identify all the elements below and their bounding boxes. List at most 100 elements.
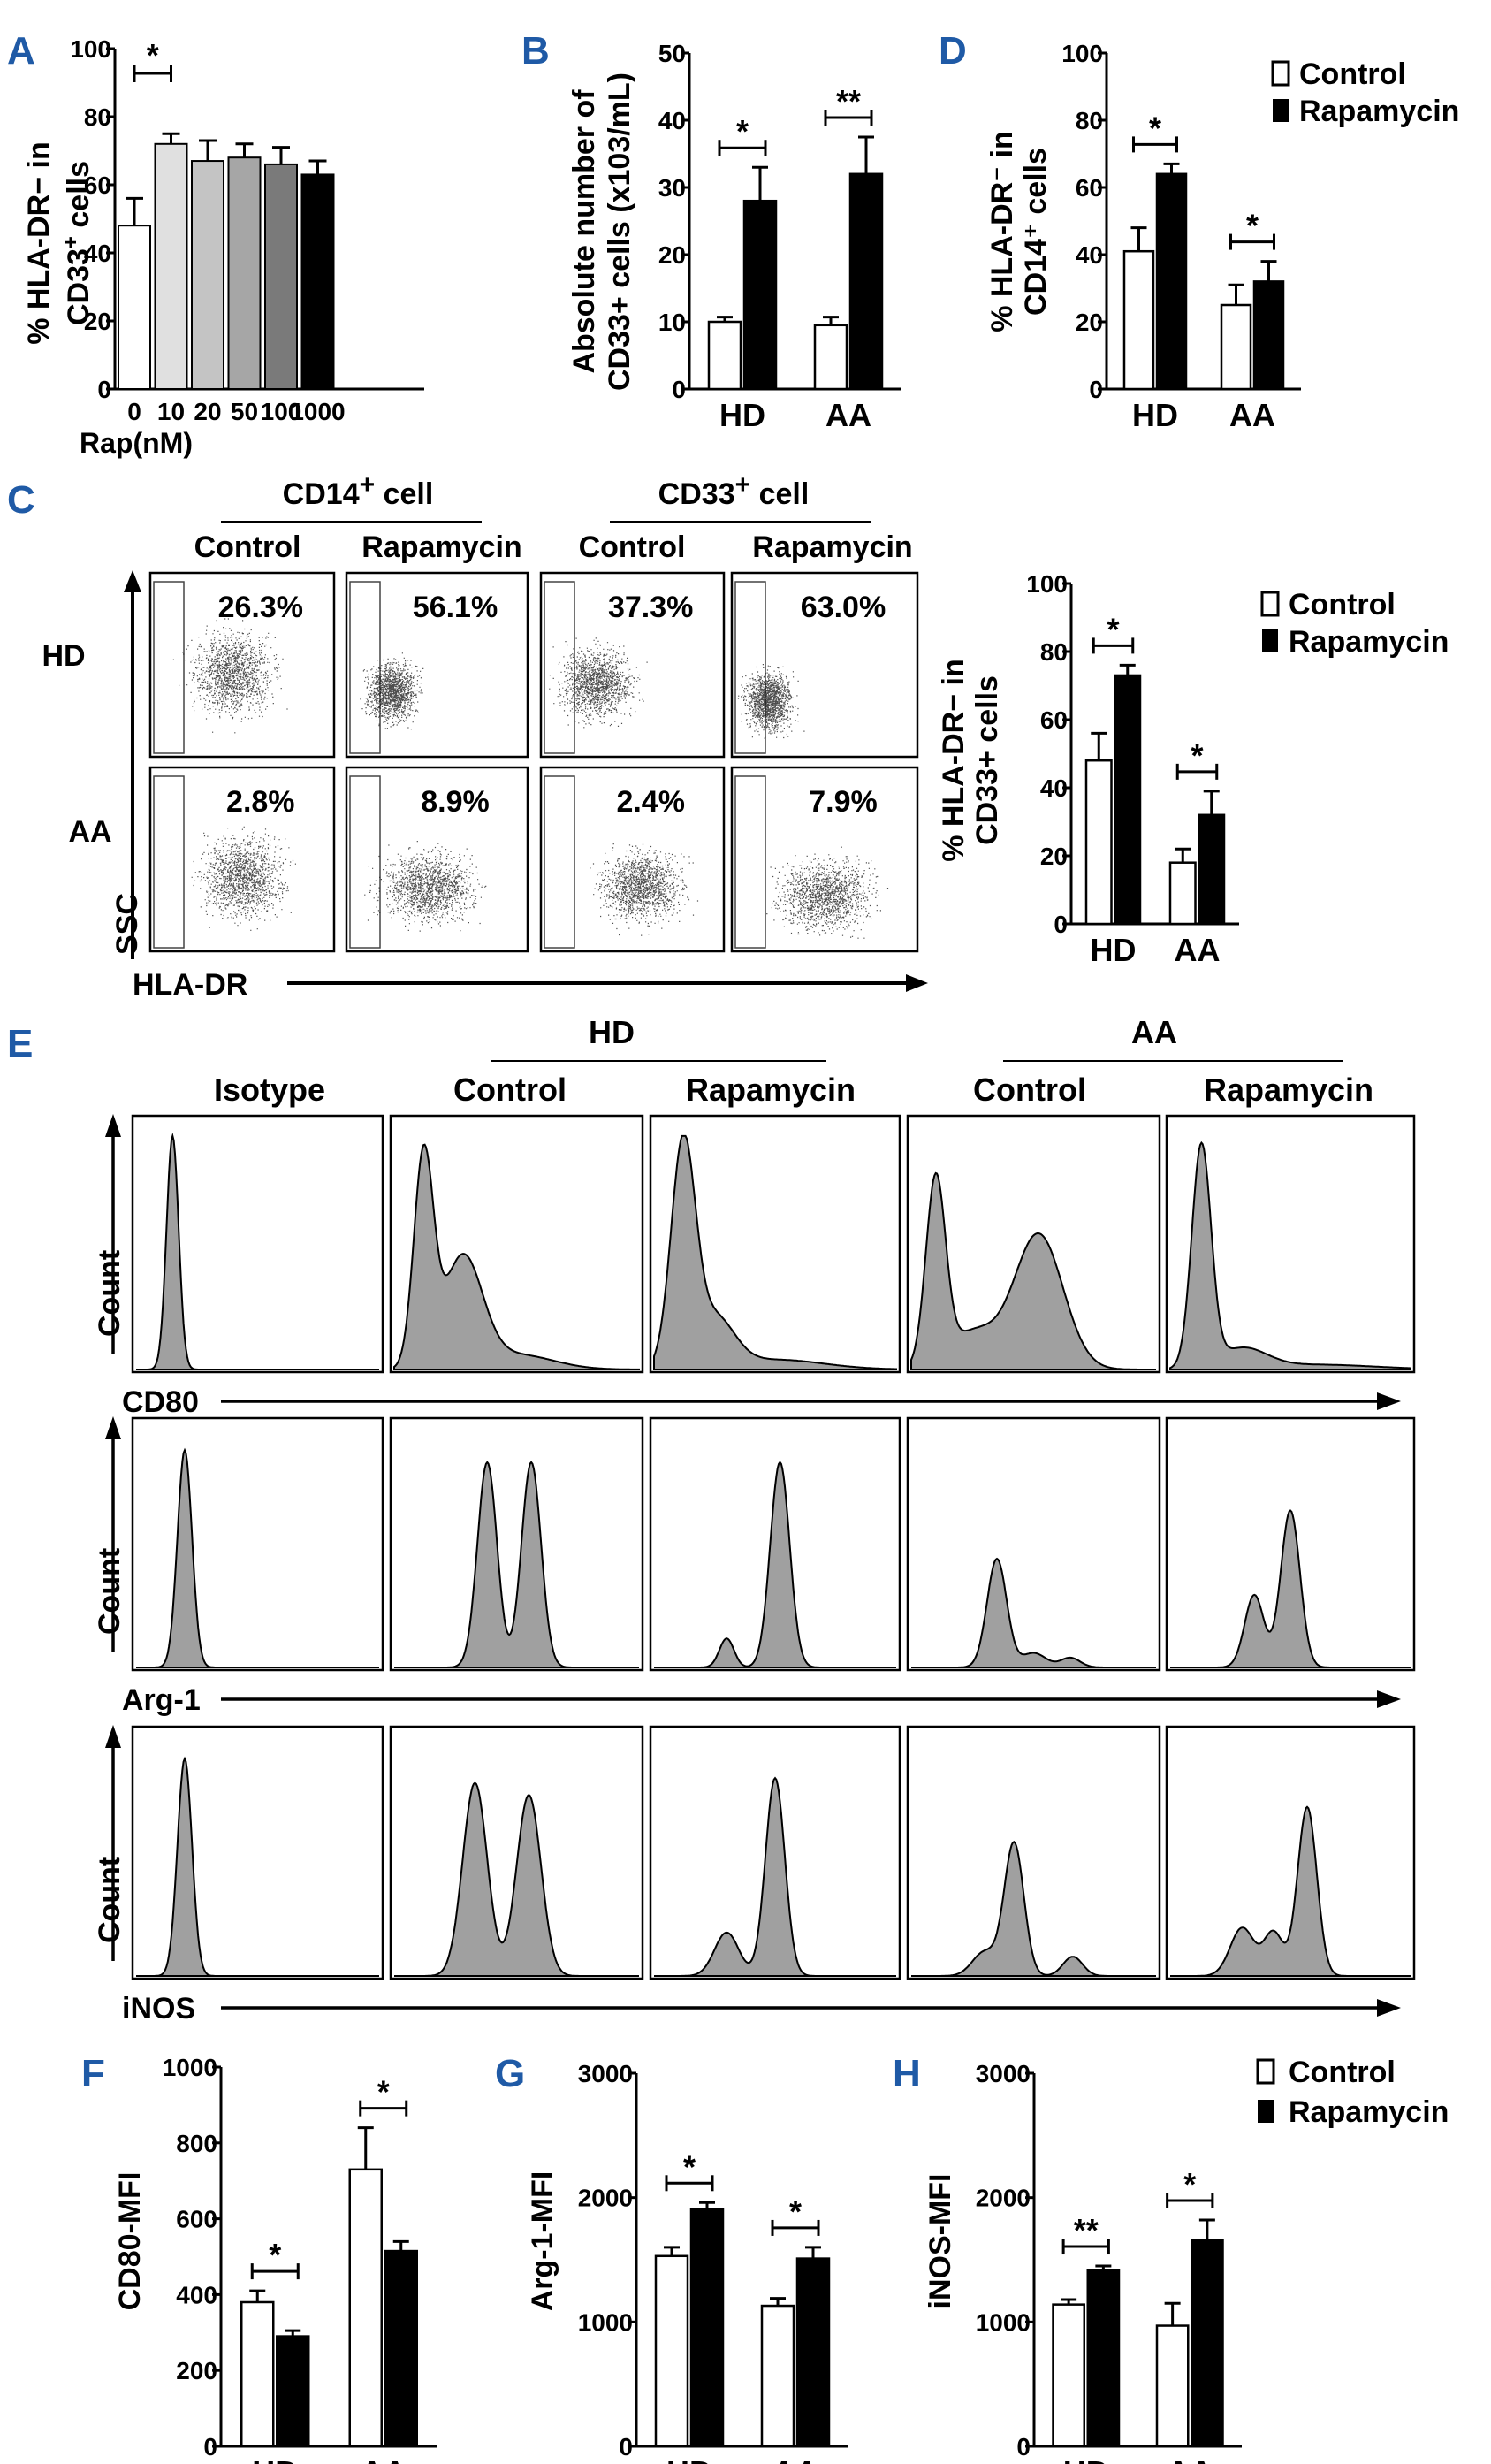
panel-b-ylabel-1: Absolute number of bbox=[567, 89, 601, 374]
bar bbox=[118, 225, 151, 390]
panel-letter-a: A bbox=[7, 29, 35, 72]
flow-plot-frame bbox=[730, 571, 919, 759]
bar-control bbox=[240, 2300, 275, 2448]
flow-plot: 7.9% bbox=[730, 766, 919, 953]
bar-rapamycin bbox=[1198, 813, 1226, 926]
histogram bbox=[389, 1114, 644, 1374]
flow-events bbox=[737, 664, 805, 739]
x-tick-label: 1000 bbox=[290, 398, 345, 425]
histogram bbox=[131, 1416, 384, 1672]
significance-label: * bbox=[1183, 2166, 1196, 2202]
panel-b-chart: Absolute number of CD33+ cells (x103/mL) bbox=[567, 72, 636, 391]
histogram-curve bbox=[136, 1756, 379, 1977]
flow-percentage: 56.1% bbox=[413, 591, 498, 624]
panel-a-ylabel-line2: CD33 bbox=[62, 248, 95, 325]
panel-c-group2-name: CD33 bbox=[658, 477, 735, 511]
flow-percentage: 2.4% bbox=[616, 785, 685, 819]
bar-control bbox=[1084, 759, 1113, 926]
bar bbox=[191, 160, 224, 391]
significance-label: * bbox=[147, 37, 159, 73]
flow-events bbox=[191, 826, 296, 931]
flow-plot-frame bbox=[345, 766, 529, 953]
x-tick-label: AA bbox=[1175, 932, 1221, 968]
bar-control bbox=[707, 320, 742, 391]
x-tick-label: AA bbox=[361, 2454, 407, 2464]
y-tick-label: 0 bbox=[672, 376, 686, 403]
x-tick-label: HD bbox=[1091, 932, 1137, 968]
histogram-curve bbox=[393, 1143, 640, 1370]
histogram-curve bbox=[911, 1841, 1156, 1977]
panel-c-flow: CD14+ cell CD33+ cell Control Rapamycin … bbox=[42, 470, 928, 1002]
y-tick-label: 50 bbox=[658, 40, 686, 67]
histogram-curve bbox=[1170, 1805, 1411, 1977]
y-tick-label: 100 bbox=[1026, 570, 1068, 598]
histogram-frame bbox=[906, 1416, 1161, 1672]
bar-rapamycin bbox=[1114, 674, 1142, 926]
significance-label: * bbox=[269, 2237, 281, 2273]
flow-gate bbox=[349, 775, 381, 949]
panel-c-flow-plots: 26.3% 56.1% 37.3% 63.0% 2.8% 8.9% 2.4% 7.9% bbox=[148, 571, 919, 953]
legend-c-rap-swatch bbox=[1262, 629, 1278, 652]
panel-c-group1-sup: + bbox=[360, 470, 376, 500]
flow-gate bbox=[153, 581, 185, 754]
histogram-curve bbox=[1169, 1140, 1411, 1370]
y-tick-label: 2000 bbox=[578, 2185, 633, 2212]
bar-rapamycin bbox=[276, 2335, 310, 2448]
y-tick-label: 30 bbox=[658, 174, 686, 202]
significance-label: * bbox=[683, 2148, 696, 2185]
y-tick-label: 0 bbox=[1016, 2433, 1031, 2460]
flow-plot-frame bbox=[539, 571, 726, 759]
y-tick-label: 200 bbox=[176, 2357, 217, 2384]
histogram bbox=[1165, 1725, 1416, 1980]
panel-e-col-1: Isotype bbox=[214, 1072, 325, 1108]
y-tick-label: 40 bbox=[1040, 774, 1068, 802]
y-tick-label: 60 bbox=[84, 172, 111, 199]
y-tick-label: 3000 bbox=[578, 2060, 633, 2087]
bar-control bbox=[1122, 249, 1155, 391]
bar-control bbox=[348, 2168, 383, 2448]
legend-h: Control Rapamycin bbox=[1256, 2056, 1449, 2129]
legend-h-rap-label: Rapamycin bbox=[1289, 2095, 1449, 2129]
panel-a-ylabel-sup: + bbox=[59, 236, 83, 248]
bar bbox=[227, 156, 262, 390]
y-tick-label: 3000 bbox=[976, 2060, 1031, 2087]
panel-c2-ylabel-2: CD33+ cells bbox=[970, 675, 1004, 845]
flow-percentage: 26.3% bbox=[218, 591, 303, 624]
flow-events bbox=[549, 637, 648, 729]
flow-plot-frame bbox=[148, 766, 336, 953]
x-tick-label: HD bbox=[1132, 397, 1178, 433]
y-tick-label: 60 bbox=[1040, 706, 1068, 734]
panel-e-col-3: Rapamycin bbox=[686, 1072, 856, 1108]
legend-d-rap-swatch bbox=[1273, 99, 1289, 122]
histogram bbox=[906, 1416, 1161, 1672]
bar-control bbox=[1052, 2303, 1085, 2448]
flow-percentage: 2.8% bbox=[226, 785, 295, 819]
flow-gate bbox=[349, 581, 381, 754]
panel-d-ylabel-1: % HLA-DR⁻ in bbox=[985, 131, 1019, 332]
flow-plot: 26.3% bbox=[148, 571, 336, 759]
panel-a-chart: % HLA-DR− in CD33+ cells Rap(nM) bbox=[22, 141, 193, 459]
panel-e-col-5: Rapamycin bbox=[1204, 1072, 1373, 1108]
histogram bbox=[131, 1725, 384, 1980]
flow-percentage: 7.9% bbox=[809, 785, 878, 819]
flow-gate bbox=[734, 775, 766, 949]
x-tick-label: 0 bbox=[127, 398, 141, 425]
histogram bbox=[649, 1114, 901, 1374]
panel-c-col-3: Control bbox=[579, 530, 686, 564]
histogram-curve bbox=[136, 1447, 379, 1668]
y-tick-label: 20 bbox=[1040, 843, 1068, 870]
panel-c-group2-sup: + bbox=[735, 470, 751, 500]
y-tick-label: 2000 bbox=[976, 2185, 1031, 2212]
bar-rapamycin bbox=[848, 172, 884, 391]
significance-label: * bbox=[1246, 208, 1259, 244]
flow-events bbox=[766, 846, 889, 939]
chart-g: 0 1000 2000 3000 HD * AA * bbox=[578, 2060, 848, 2464]
panel-c-x-label: HLA-DR bbox=[133, 968, 247, 1002]
histogram bbox=[906, 1114, 1161, 1374]
histogram-row-axes: Count CD80 bbox=[93, 1114, 1401, 1419]
bar-rapamycin bbox=[384, 2249, 418, 2448]
flow-plot-frame bbox=[345, 571, 529, 759]
flow-plot-frame bbox=[730, 766, 919, 953]
